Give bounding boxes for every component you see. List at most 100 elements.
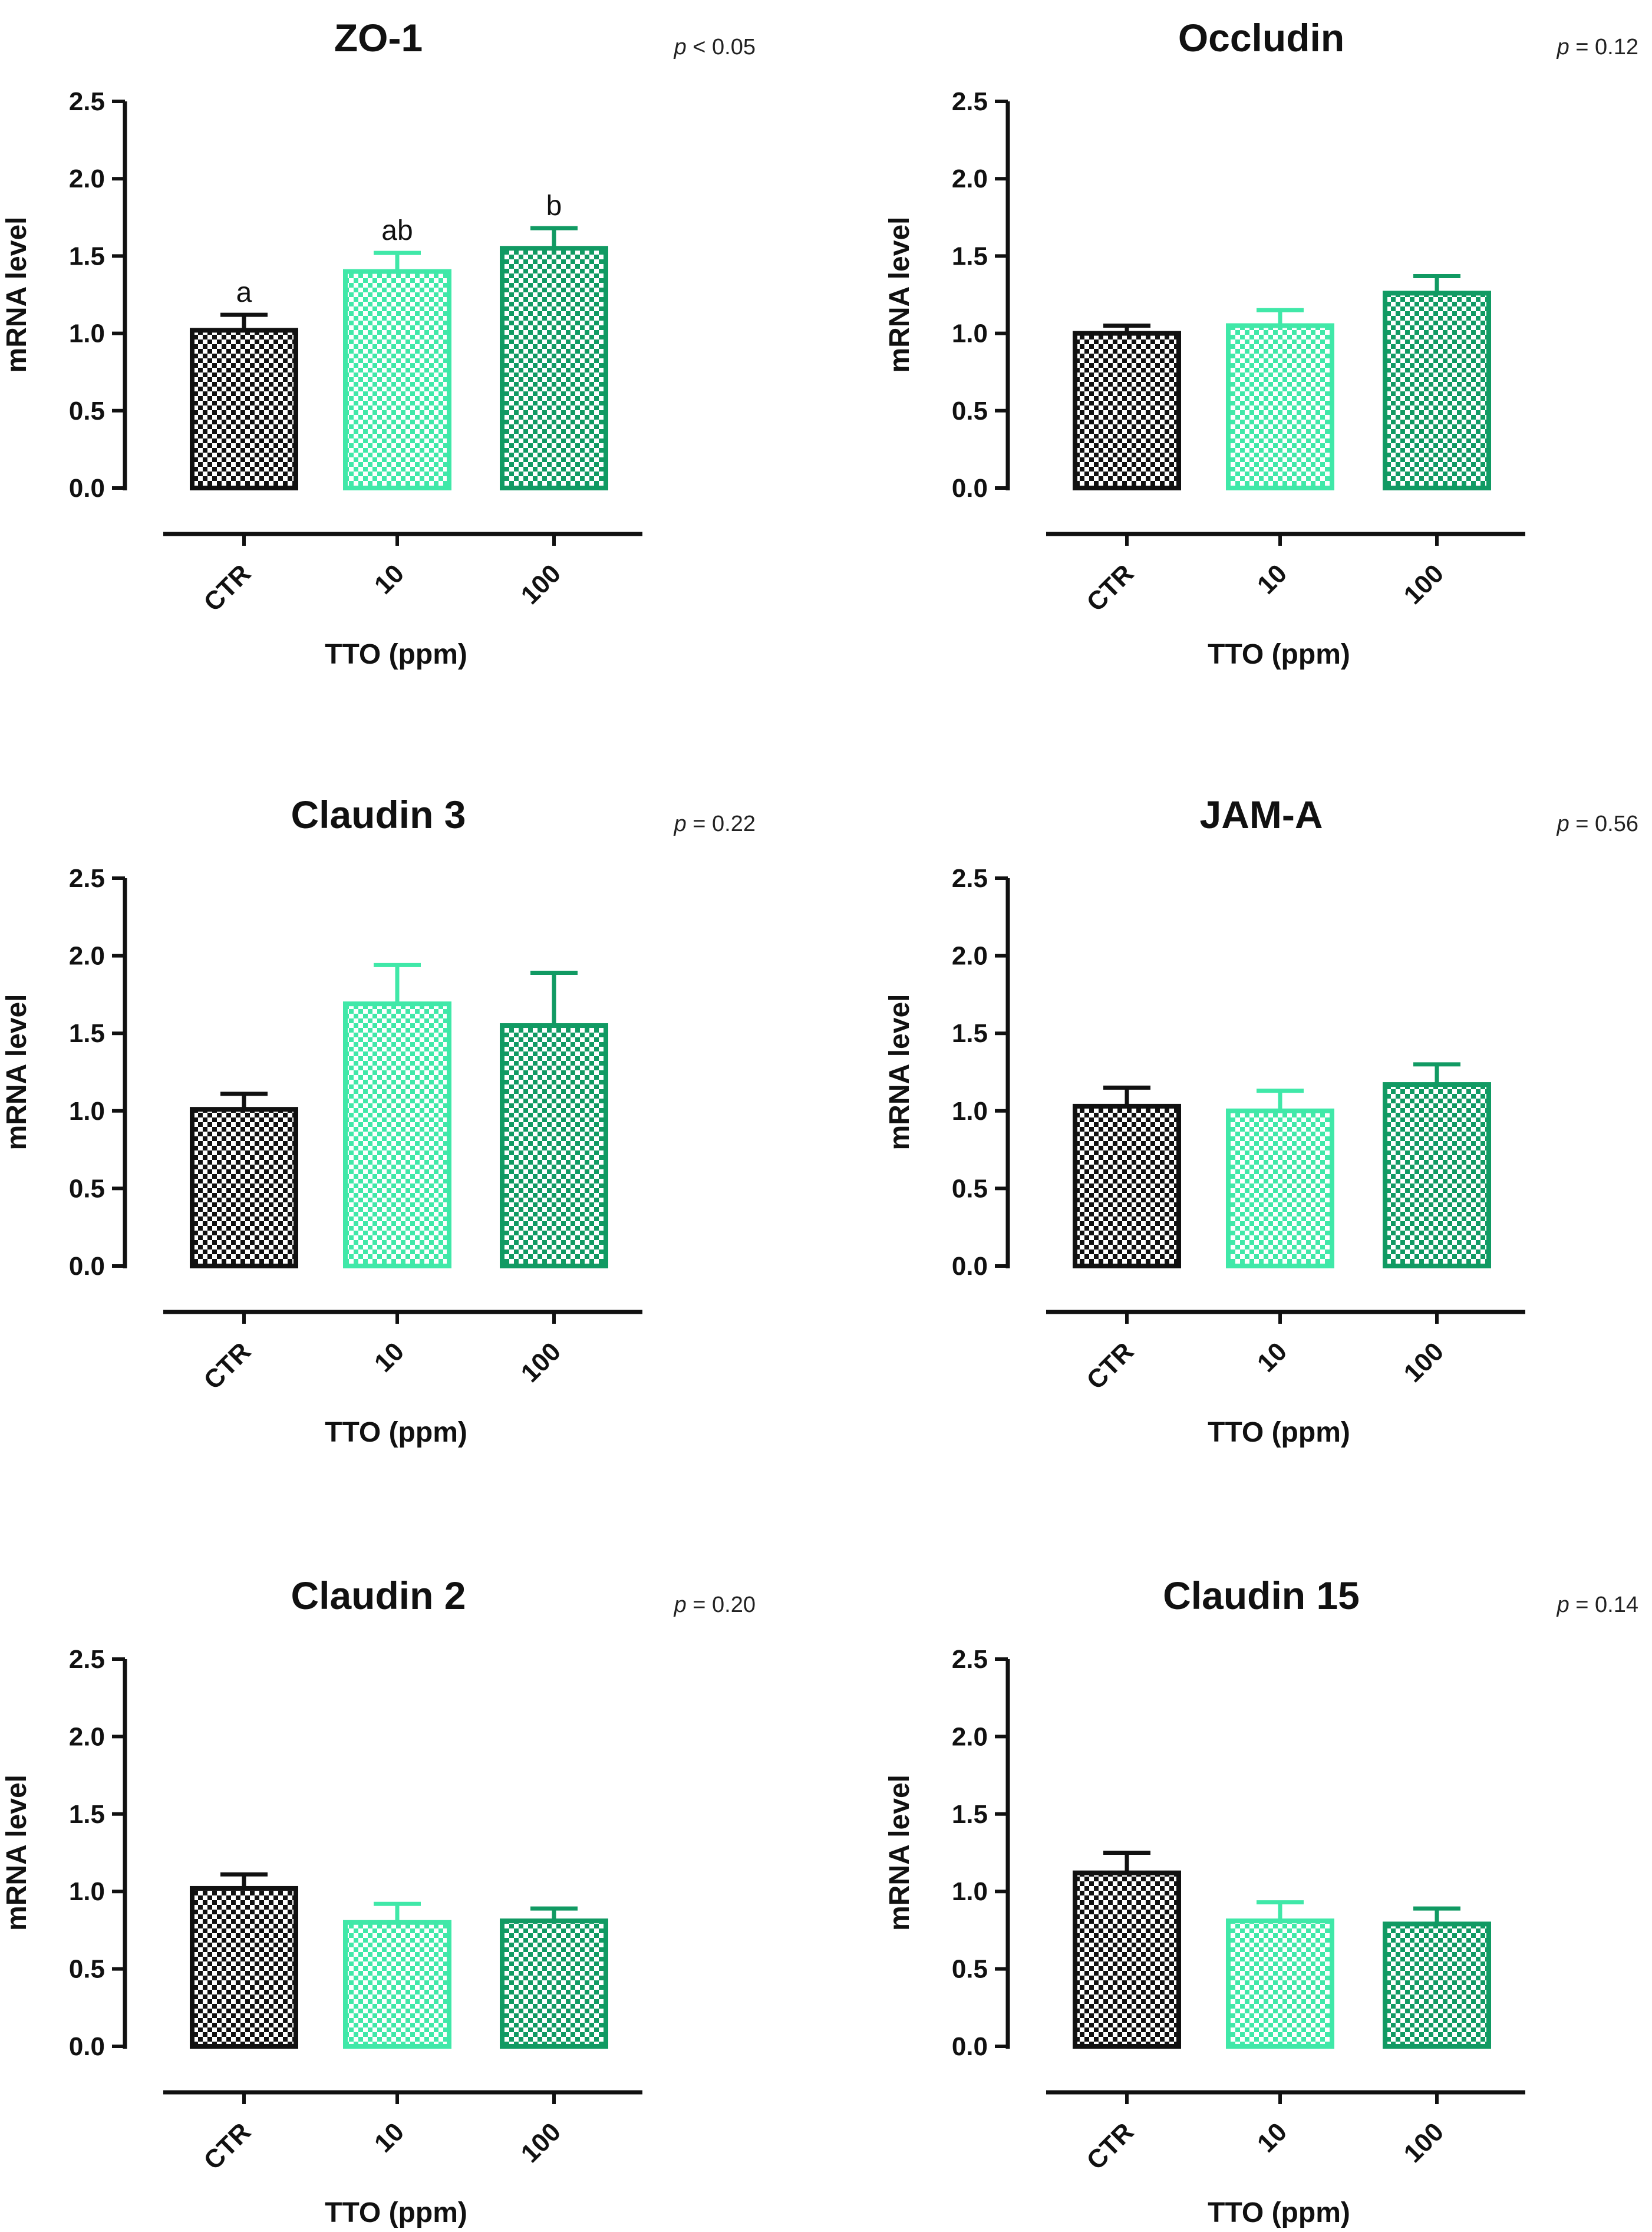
- x-tick-label: CTR: [1081, 559, 1139, 617]
- bar: [1226, 1108, 1334, 1269]
- bar: [1383, 1921, 1491, 2049]
- p-symbol: p: [674, 812, 687, 836]
- bar: [1226, 1918, 1334, 2049]
- p-value-annotation: p = 0.20: [674, 1593, 756, 1617]
- y-tick-label: 2.0: [952, 164, 988, 193]
- bar: [343, 1920, 451, 2049]
- y-tick-label: 0.5: [952, 1955, 988, 1984]
- y-tick-label: 0.5: [69, 1955, 105, 1984]
- bar: [190, 1107, 298, 1268]
- y-tick-label: 0.5: [69, 397, 105, 426]
- bar: [1073, 331, 1181, 490]
- x-axis-label: TTO (ppm): [1208, 639, 1350, 670]
- y-tick-label: 0.0: [952, 2032, 988, 2061]
- panel-title: Claudin 15: [1163, 1574, 1360, 1617]
- p-symbol: p: [1557, 1593, 1569, 1617]
- x-tick-label: CTR: [198, 1337, 256, 1395]
- p-text: = 0.22: [687, 812, 756, 836]
- y-tick-label: 2.0: [69, 164, 105, 193]
- y-tick-label: 1.0: [952, 319, 988, 348]
- p-text: < 0.05: [687, 35, 756, 60]
- y-tick-label: 1.0: [952, 1097, 988, 1126]
- y-tick-label: 0.0: [69, 1252, 105, 1281]
- p-value-annotation: p < 0.05: [674, 35, 756, 60]
- significance-letter: a: [236, 277, 252, 308]
- y-tick-label: 1.5: [69, 1800, 105, 1829]
- significance-letter: b: [546, 190, 562, 222]
- y-tick-label: 1.5: [69, 1019, 105, 1048]
- bar: [500, 1918, 608, 2049]
- x-axis-label: TTO (ppm): [1208, 2197, 1350, 2228]
- bar: [1226, 323, 1334, 490]
- p-symbol: p: [1557, 35, 1569, 60]
- panel-title: Occludin: [1178, 16, 1344, 60]
- y-tick-label: 1.0: [69, 319, 105, 348]
- x-tick-label: CTR: [1081, 1337, 1139, 1395]
- bar: [1073, 1870, 1181, 2049]
- x-tick-label: 100: [516, 559, 567, 610]
- x-axis-label: TTO (ppm): [325, 639, 467, 670]
- y-tick-label: 1.0: [69, 1097, 105, 1126]
- bar: [190, 328, 298, 490]
- x-tick-label: 100: [1399, 1337, 1450, 1388]
- p-value-annotation: p = 0.56: [1557, 812, 1638, 836]
- y-tick-label: 2.5: [69, 87, 105, 116]
- y-tick-label: 0.0: [69, 2032, 105, 2061]
- y-tick-label: 2.5: [952, 87, 988, 116]
- y-tick-label: 0.0: [952, 474, 988, 503]
- x-tick-label: CTR: [198, 2117, 256, 2175]
- y-tick-label: 2.5: [952, 864, 988, 893]
- panel-title: Claudin 2: [291, 1574, 466, 1617]
- x-tick-label: CTR: [1081, 2117, 1139, 2175]
- y-tick-label: 2.5: [952, 1645, 988, 1674]
- bar: [1383, 1082, 1491, 1269]
- y-tick-label: 0.5: [952, 397, 988, 426]
- panel-title: JAM-A: [1200, 793, 1323, 836]
- x-tick-label: 10: [369, 559, 410, 599]
- x-tick-label: 10: [369, 2117, 410, 2158]
- p-text: = 0.14: [1569, 1593, 1638, 1617]
- bar: [343, 1001, 451, 1269]
- y-tick-label: 2.0: [69, 1722, 105, 1751]
- bar: [500, 1023, 608, 1269]
- panel-3: JAM-A p = 0.56 0.0 0.5 1.0 1.5 2.0 2.5 mRNA leve…: [884, 793, 1638, 1448]
- y-tick-label: 2.0: [69, 942, 105, 971]
- y-tick-label: 2.5: [69, 1645, 105, 1674]
- panel-1: Occludin p = 0.12 0.0 0.5 1.0 1.5 2.0 2.5 mRNA l…: [884, 16, 1638, 670]
- y-tick-label: 1.5: [952, 242, 988, 271]
- bar: [1383, 291, 1491, 490]
- y-tick-label: 1.0: [69, 1877, 105, 1906]
- p-symbol: p: [1557, 812, 1569, 836]
- panel-4: Claudin 2 p = 0.20 0.0 0.5 1.0 1.5 2.0 2.5 mRNA …: [1, 1574, 756, 2228]
- x-axis-label: TTO (ppm): [1208, 1417, 1350, 1448]
- x-tick-label: 10: [1252, 1337, 1292, 1377]
- x-tick-label: 10: [369, 1337, 410, 1377]
- y-axis-label: mRNA level: [884, 217, 915, 373]
- p-symbol: p: [674, 1593, 687, 1617]
- y-tick-label: 1.0: [952, 1877, 988, 1906]
- y-tick-label: 0.0: [952, 1252, 988, 1281]
- significance-letter: ab: [381, 215, 413, 246]
- y-axis-label: mRNA level: [1, 994, 32, 1150]
- panel-title: Claudin 3: [291, 793, 466, 836]
- bar: [343, 269, 451, 490]
- p-text: = 0.20: [687, 1593, 756, 1617]
- y-axis-label: mRNA level: [884, 994, 915, 1150]
- y-axis-label: mRNA level: [884, 1775, 915, 1931]
- panel-5: Claudin 15 p = 0.14 0.0 0.5 1.0 1.5 2.0 2.5 mRNA…: [884, 1574, 1638, 2228]
- panel-2: Claudin 3 p = 0.22 0.0 0.5 1.0 1.5 2.0 2.5 mRNA …: [1, 793, 756, 1448]
- x-tick-label: CTR: [198, 559, 256, 617]
- y-tick-label: 0.5: [952, 1174, 988, 1203]
- y-tick-label: 2.0: [952, 1722, 988, 1751]
- panel-0: ZO-1 p < 0.05 0.0 0.5 1.0 1.5 2.0 2.5 mRNA level…: [1, 16, 756, 670]
- x-axis-label: TTO (ppm): [325, 1417, 467, 1448]
- y-tick-label: 1.5: [952, 1019, 988, 1048]
- bar: [190, 1885, 298, 2049]
- bar: [500, 246, 608, 490]
- p-text: = 0.56: [1569, 812, 1638, 836]
- y-tick-label: 2.5: [69, 864, 105, 893]
- x-tick-label: 100: [516, 2117, 567, 2168]
- x-tick-label: 100: [1399, 559, 1450, 610]
- bar: [1073, 1103, 1181, 1269]
